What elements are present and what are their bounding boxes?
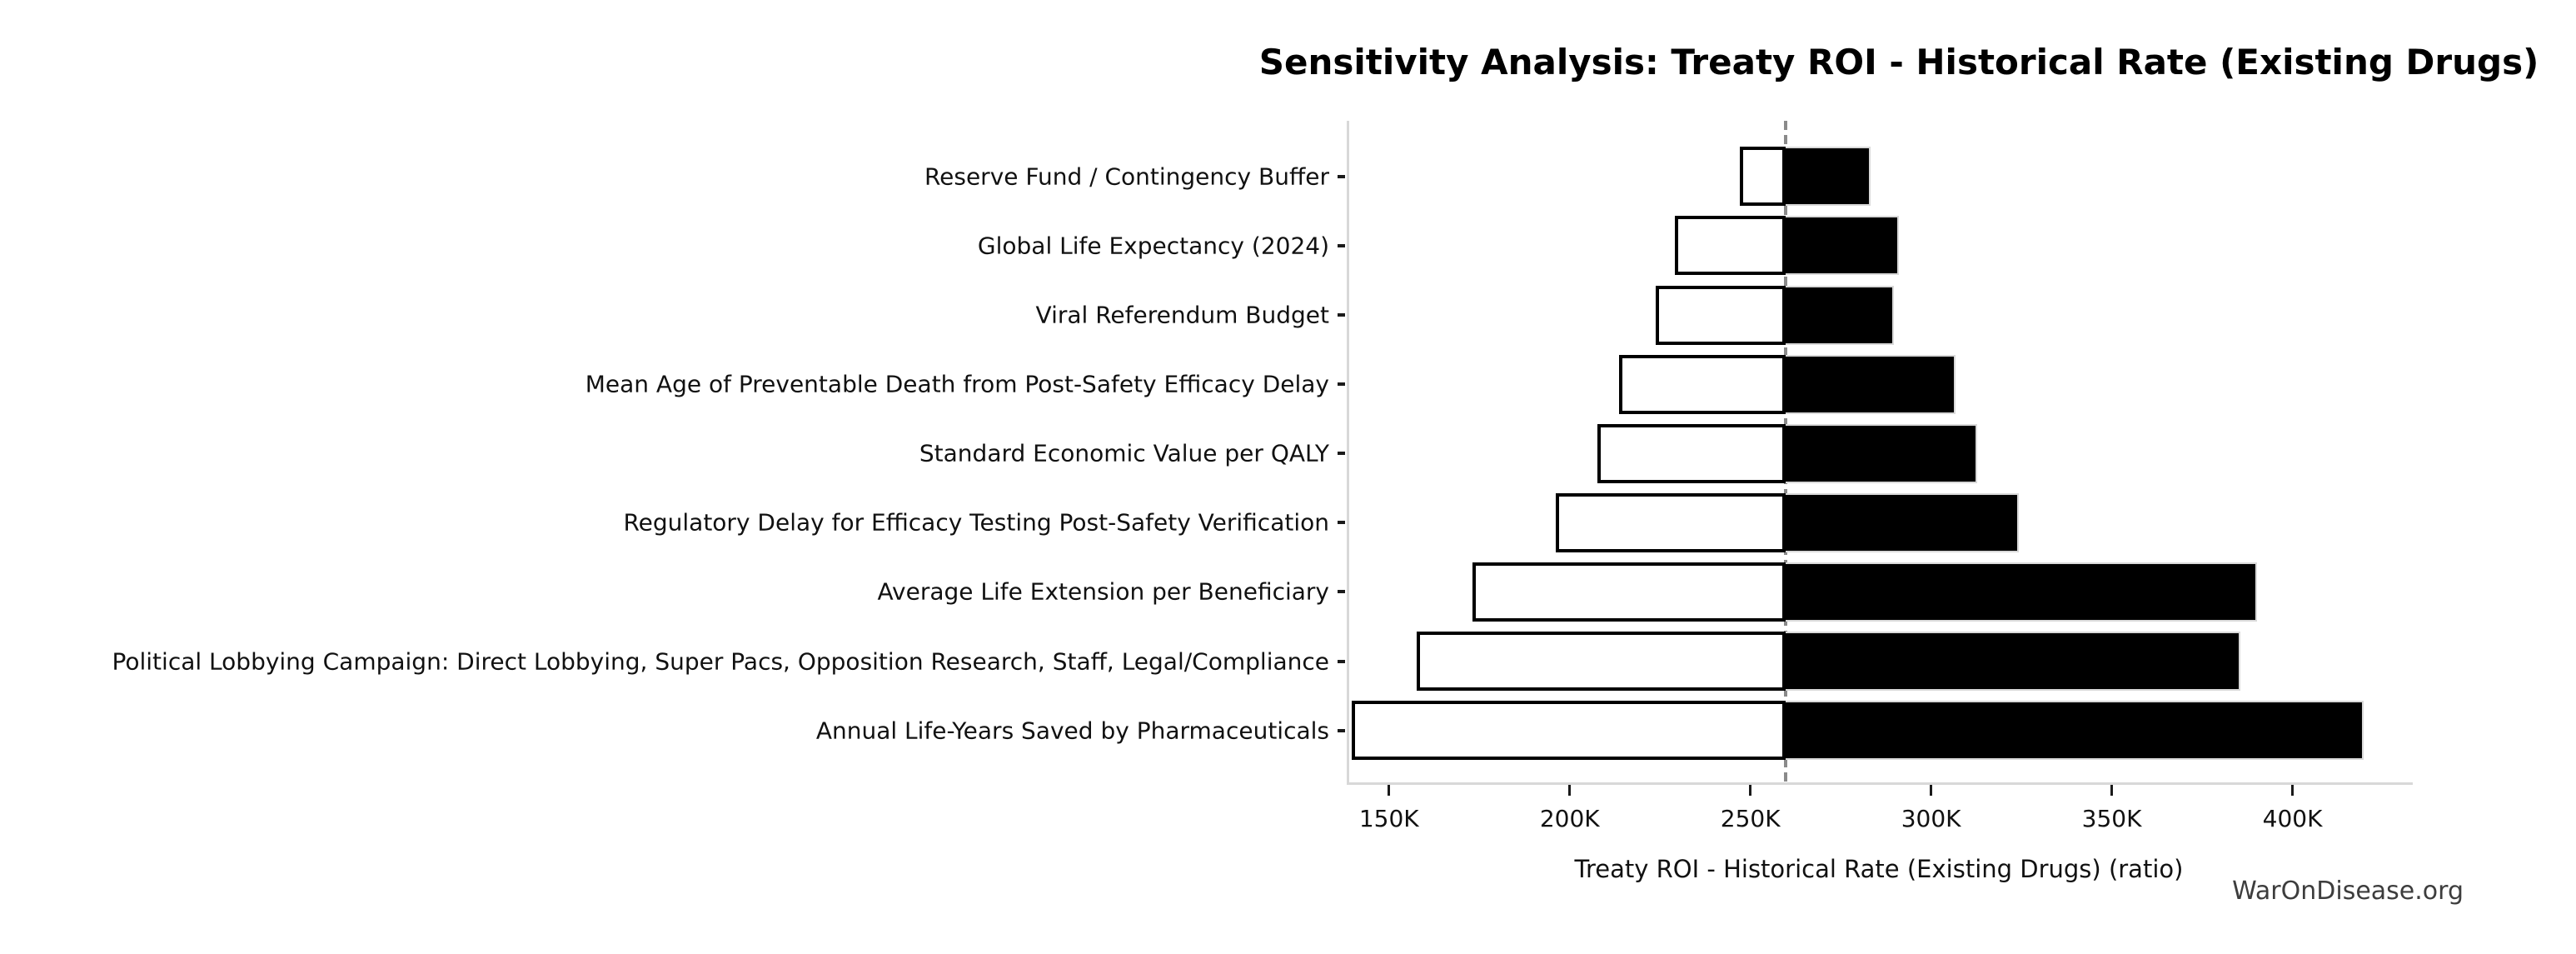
x-tick-label: 200K <box>1539 805 1600 832</box>
bar-high-segment <box>1785 216 1900 276</box>
x-axis-title: Treaty ROI - Historical Rate (Existing D… <box>1574 855 2184 883</box>
y-tick-mark <box>1338 243 1345 247</box>
x-tick-mark <box>1930 785 1933 796</box>
y-tick-mark <box>1338 313 1345 317</box>
x-tick-mark <box>1568 785 1572 796</box>
bar-high-segment <box>1785 492 2019 552</box>
y-category-label: Reserve Fund / Contingency Buffer <box>924 162 1329 191</box>
y-tick-mark <box>1338 728 1345 732</box>
y-tick-mark <box>1338 659 1345 663</box>
x-tick-mark <box>2291 785 2294 796</box>
bar-low-segment <box>1619 354 1786 414</box>
y-tick-mark <box>1338 452 1345 456</box>
chart-title: Sensitivity Analysis: Treaty ROI - Histo… <box>1258 42 2539 82</box>
y-category-label: Average Life Extension per Beneficiary <box>877 577 1329 606</box>
y-category-label: Viral Referendum Budget <box>1035 301 1329 329</box>
y-category-label: Regulatory Delay for Efficacy Testing Po… <box>623 508 1329 537</box>
x-tick-label: 350K <box>2081 805 2142 832</box>
y-tick-mark <box>1338 521 1345 525</box>
y-category-label: Political Lobbying Campaign: Direct Lobb… <box>112 647 1329 675</box>
watermark-text: WarOnDisease.org <box>2232 877 2464 906</box>
bar-low-segment <box>1472 562 1786 622</box>
bar-high-segment <box>1785 354 1956 414</box>
x-tick-label: 250K <box>1720 805 1781 832</box>
bar-high-segment <box>1785 147 1871 207</box>
bar-low-segment <box>1655 285 1786 345</box>
x-tick-mark <box>1388 785 1391 796</box>
y-tick-mark <box>1338 382 1345 387</box>
y-category-label: Standard Economic Value per QALY <box>919 439 1329 467</box>
y-category-label: Annual Life-Years Saved by Pharmaceutica… <box>815 717 1329 745</box>
y-category-label: Mean Age of Preventable Death from Post-… <box>585 370 1329 398</box>
y-tick-mark <box>1338 590 1345 594</box>
x-tick-label: 400K <box>2262 805 2323 832</box>
bar-low-segment <box>1417 632 1786 691</box>
x-tick-label: 300K <box>1901 805 1961 832</box>
x-tick-label: 150K <box>1358 805 1419 832</box>
y-category-label: Global Life Expectancy (2024) <box>977 232 1329 260</box>
plot-area <box>1347 121 2413 785</box>
bar-low-segment <box>1556 492 1786 552</box>
bar-high-segment <box>1785 423 1977 483</box>
y-tick-mark <box>1338 174 1345 178</box>
bar-low-segment <box>1675 216 1786 276</box>
bar-high-segment <box>1785 562 2257 622</box>
bar-low-segment <box>1352 701 1786 761</box>
bar-low-segment <box>1597 423 1786 483</box>
bar-high-segment <box>1785 632 2241 691</box>
bar-low-segment <box>1740 147 1786 207</box>
bar-high-segment <box>1785 285 1894 345</box>
bar-high-segment <box>1785 701 2364 761</box>
x-tick-mark <box>2110 785 2114 796</box>
x-tick-mark <box>1749 785 1752 796</box>
